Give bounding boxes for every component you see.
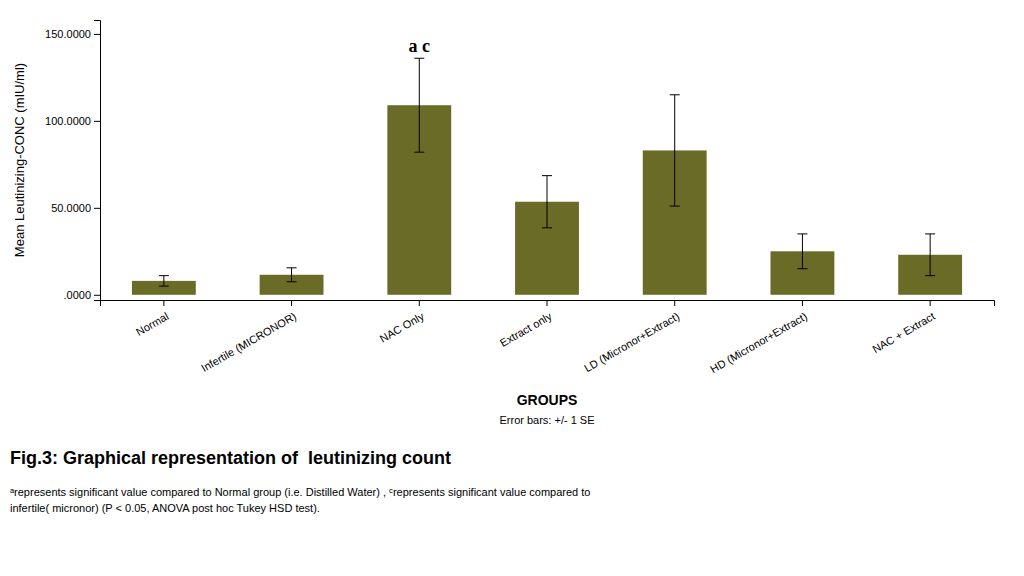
annotation: a c <box>409 36 431 56</box>
error-bar-cap <box>925 275 935 276</box>
error-bar <box>542 176 552 228</box>
error-bar-cap <box>925 233 935 234</box>
error-bar-cap <box>542 227 552 228</box>
x-axis-title: GROUPS <box>517 392 578 408</box>
y-tick: 50.0000 <box>51 202 100 214</box>
x-tick: HD (Micronor+Extract) <box>708 300 809 375</box>
x-tick-mark <box>163 300 164 306</box>
x-tick-mark <box>291 300 292 306</box>
error-bar <box>670 95 680 206</box>
error-bar <box>925 234 935 276</box>
y-axis-title: Mean Leutinizing-CONC (mIU/ml) <box>12 63 27 257</box>
error-bar-cap <box>542 175 552 176</box>
error-bar <box>159 276 169 286</box>
error-bar-note: Error bars: +/- 1 SE <box>499 414 594 426</box>
x-tick: Normal <box>134 300 171 338</box>
y-tick-mark <box>94 34 100 35</box>
error-bar-cap <box>670 206 680 207</box>
error-bar-cap <box>414 152 424 153</box>
error-bar-stem <box>291 268 292 282</box>
x-tick-label: Extract only <box>498 310 554 349</box>
chart: .0000 50.0000 100.0000 150.0000 Normal Infert… <box>0 0 1024 576</box>
error-bar-stem <box>547 176 548 228</box>
y-tick-mark <box>94 121 100 122</box>
error-bar <box>797 234 807 269</box>
y-tick-label: .0000 <box>63 289 91 301</box>
y-tick: .0000 <box>63 289 100 301</box>
caption: infertile( micronor) (P < 0.05, ANOVA po… <box>10 502 320 514</box>
plot-area <box>132 58 962 295</box>
error-bar-cap <box>287 281 297 282</box>
error-bar-cap <box>670 94 680 95</box>
error-bar-cap <box>159 275 169 276</box>
x-tick-label: HD (Micronor+Extract) <box>708 310 809 375</box>
x-tick-label: LD (Micronor+Extract) <box>582 310 681 374</box>
error-bar-stem <box>930 234 931 276</box>
y-tick: 150.0000 <box>45 28 100 40</box>
x-tick-label: Normal <box>134 310 171 338</box>
error-bar-stem <box>802 234 803 269</box>
x-tick-label: NAC Only <box>378 310 427 345</box>
error-bar-cap <box>287 267 297 268</box>
y-tick-mark <box>94 295 100 296</box>
x-tick: NAC + Extract <box>870 300 937 355</box>
y-axis: .0000 50.0000 100.0000 150.0000 <box>45 21 100 301</box>
error-bar-cap <box>414 58 424 59</box>
error-bar-cap <box>159 286 169 287</box>
x-tick-mark <box>547 300 548 306</box>
error-bar-cap <box>797 268 807 269</box>
y-tick-label: 150.0000 <box>45 28 91 40</box>
x-tick-mark <box>674 300 675 306</box>
x-axis: Normal Infertile (MICRONOR) NAC Only Extrac… <box>101 300 995 375</box>
x-tick-mark <box>802 300 803 306</box>
x-tick: LD (Micronor+Extract) <box>582 300 681 374</box>
caption: ᵃrepresents significant value compared t… <box>10 486 590 498</box>
error-bar-cap <box>797 233 807 234</box>
error-bar-stem <box>419 58 420 152</box>
y-tick-mark <box>94 208 100 209</box>
x-tick-mark <box>419 300 420 306</box>
y-tick-label: 50.0000 <box>51 202 91 214</box>
error-bar <box>414 58 424 152</box>
y-axis-line <box>94 21 101 301</box>
title: Fig.3: Graphical representation of leuti… <box>10 448 451 468</box>
x-tick-mark <box>930 300 931 306</box>
x-tick: Infertile (MICRONOR) <box>199 300 298 374</box>
error-bar-stem <box>163 276 164 286</box>
error-bar-stem <box>674 95 675 206</box>
y-tick-label: 100.0000 <box>45 115 91 127</box>
y-tick: 100.0000 <box>45 115 100 127</box>
x-tick-label: NAC + Extract <box>870 310 937 355</box>
x-axis-line <box>101 301 995 307</box>
x-tick-label: Infertile (MICRONOR) <box>199 310 298 374</box>
x-tick: NAC Only <box>378 300 427 345</box>
x-tick: Extract only <box>498 300 554 349</box>
error-bar <box>287 268 297 282</box>
